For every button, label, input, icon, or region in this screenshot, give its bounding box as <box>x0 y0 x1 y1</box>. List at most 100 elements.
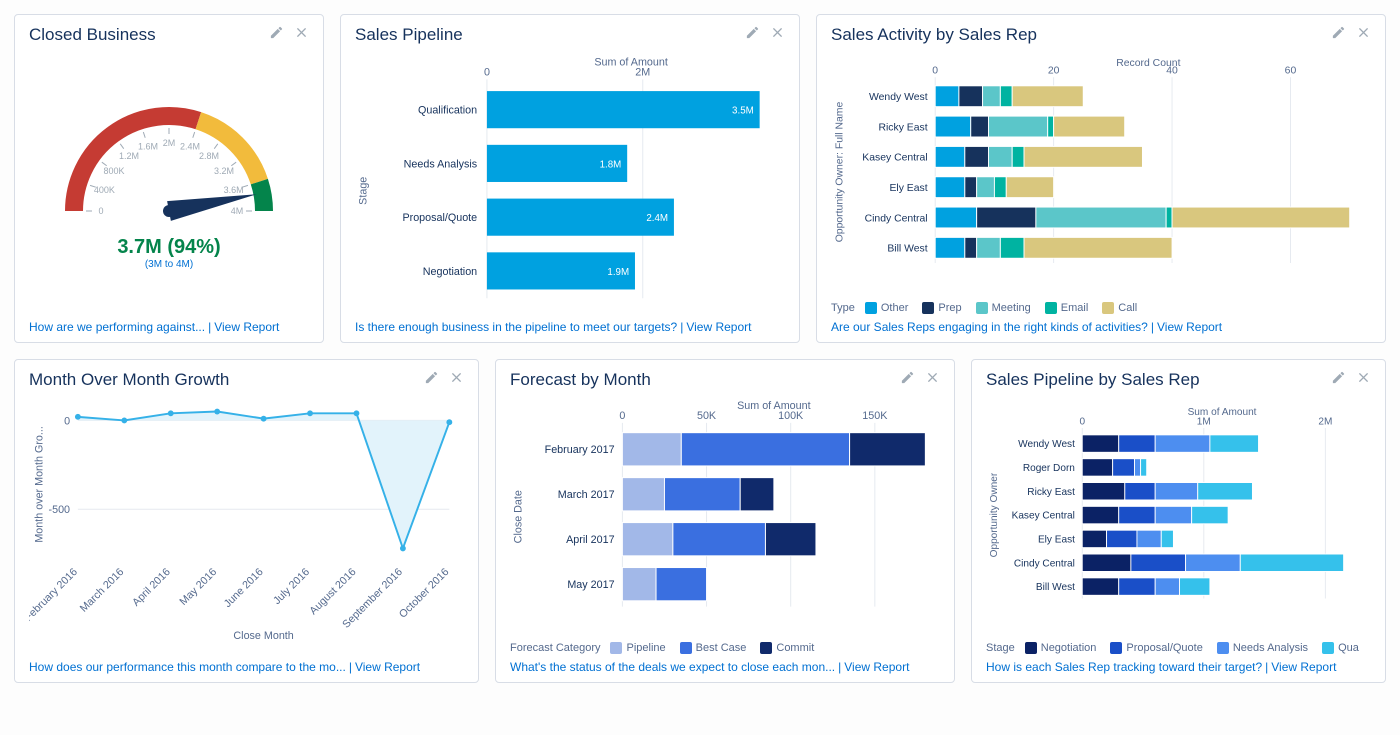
footer-question[interactable]: Are our Sales Reps engaging in the right… <box>831 320 1148 334</box>
svg-text:Kasey Central: Kasey Central <box>862 153 927 164</box>
legend: TypeOtherPrepMeetingEmailCall <box>831 302 1371 314</box>
view-report-link[interactable]: View Report <box>686 320 751 334</box>
close-icon[interactable] <box>1356 25 1371 43</box>
svg-text:Negotiation: Negotiation <box>423 266 477 278</box>
card-closed-business: Closed Business 0400K800K1.2M1.6M2M2.4M2… <box>14 14 324 343</box>
svg-text:Stage: Stage <box>358 177 370 205</box>
close-icon[interactable] <box>294 25 309 43</box>
svg-text:-500: -500 <box>49 504 71 516</box>
svg-text:Ely East: Ely East <box>889 183 927 194</box>
svg-text:0: 0 <box>619 410 625 422</box>
svg-text:1.6M: 1.6M <box>138 141 158 151</box>
svg-text:40: 40 <box>1166 66 1178 77</box>
svg-text:Cindy Central: Cindy Central <box>1014 558 1075 569</box>
svg-text:3.2M: 3.2M <box>214 166 234 176</box>
svg-text:Opportunity Owner: Full Name: Opportunity Owner: Full Name <box>834 102 845 243</box>
footer-question[interactable]: How are we performing against... <box>29 320 205 334</box>
dashboard-row-1: Closed Business 0400K800K1.2M1.6M2M2.4M2… <box>14 14 1386 343</box>
card-title: Sales Pipeline <box>355 25 463 45</box>
card-title: Sales Activity by Sales Rep <box>831 25 1037 45</box>
svg-text:Wendy West: Wendy West <box>869 92 928 103</box>
edit-icon[interactable] <box>1331 370 1346 388</box>
svg-text:(3M to 4M): (3M to 4M) <box>145 259 193 270</box>
svg-text:100K: 100K <box>778 410 804 422</box>
stacked-bar-chart: Sum of Amount050K100K150KClose DateFebru… <box>510 396 940 642</box>
svg-text:150K: 150K <box>862 410 888 422</box>
footer-question[interactable]: What's the status of the deals we expect… <box>510 660 835 674</box>
edit-icon[interactable] <box>424 370 439 388</box>
svg-text:May 2016: May 2016 <box>177 566 219 608</box>
card-title: Forecast by Month <box>510 370 651 390</box>
footer-question[interactable]: How does our performance this month comp… <box>29 660 346 674</box>
svg-text:0: 0 <box>98 206 103 216</box>
svg-text:20: 20 <box>1048 66 1060 77</box>
close-icon[interactable] <box>1356 370 1371 388</box>
svg-text:October 2016: October 2016 <box>397 566 452 621</box>
edit-icon[interactable] <box>900 370 915 388</box>
svg-text:1.8M: 1.8M <box>600 159 622 170</box>
svg-text:3.5M: 3.5M <box>732 106 754 117</box>
edit-icon[interactable] <box>1331 25 1346 43</box>
svg-text:Cindy Central: Cindy Central <box>865 213 928 224</box>
svg-text:Month over Month Gro...: Month over Month Gro... <box>34 426 46 543</box>
svg-text:800K: 800K <box>103 166 124 176</box>
view-report-link[interactable]: View Report <box>1157 320 1222 334</box>
svg-text:2M: 2M <box>635 66 650 78</box>
svg-text:2.4M: 2.4M <box>180 141 200 151</box>
view-report-link[interactable]: View Report <box>355 660 420 674</box>
svg-text:4M: 4M <box>231 206 244 216</box>
card-sales-activity: Sales Activity by Sales Rep Record Count… <box>816 14 1386 343</box>
svg-text:1M: 1M <box>1197 416 1211 427</box>
svg-text:Roger Dorn: Roger Dorn <box>1023 463 1075 474</box>
line-chart: 0-500Month over Month Gro...February 201… <box>29 396 464 654</box>
svg-text:Bill West: Bill West <box>887 244 927 255</box>
svg-text:2.8M: 2.8M <box>199 151 219 161</box>
close-icon[interactable] <box>925 370 940 388</box>
svg-text:0: 0 <box>932 66 938 77</box>
view-report-link[interactable]: View Report <box>1271 660 1336 674</box>
svg-text:2M: 2M <box>163 138 176 148</box>
svg-text:April 2016: April 2016 <box>130 566 173 609</box>
card-pipeline-by-rep: Sales Pipeline by Sales Rep Sum of Amoun… <box>971 359 1386 683</box>
close-icon[interactable] <box>770 25 785 43</box>
svg-text:1.2M: 1.2M <box>119 151 139 161</box>
svg-text:Ricky East: Ricky East <box>878 122 927 133</box>
svg-text:Proposal/Quote: Proposal/Quote <box>402 212 477 224</box>
footer-question[interactable]: Is there enough business in the pipeline… <box>355 320 677 334</box>
svg-text:0: 0 <box>1079 416 1085 427</box>
svg-text:Needs Analysis: Needs Analysis <box>404 158 478 170</box>
svg-text:2.4M: 2.4M <box>646 213 668 224</box>
card-title: Month Over Month Growth <box>29 370 229 390</box>
svg-text:Bill West: Bill West <box>1036 582 1075 593</box>
card-sales-pipeline: Sales Pipeline Sum of Amount02MStageQual… <box>340 14 800 343</box>
bar-chart: Sum of Amount02MStageQualification3.5MNe… <box>355 51 785 314</box>
dashboard-row-2: Month Over Month Growth 0-500Month over … <box>14 359 1386 683</box>
card-forecast: Forecast by Month Sum of Amount050K100K1… <box>495 359 955 683</box>
svg-text:Close Date: Close Date <box>513 490 525 543</box>
svg-text:May 2017: May 2017 <box>567 579 614 591</box>
stacked-bar-chart: Record Count0204060Opportunity Owner: Fu… <box>831 51 1371 302</box>
svg-text:50K: 50K <box>697 410 717 422</box>
stacked-bar-chart: Sum of Amount01M2MOpportunity OwnerWendy… <box>986 396 1371 642</box>
svg-text:March 2017: March 2017 <box>558 489 615 501</box>
close-icon[interactable] <box>449 370 464 388</box>
svg-text:Close Month: Close Month <box>233 630 293 642</box>
view-report-link[interactable]: View Report <box>214 320 279 334</box>
svg-text:Ely East: Ely East <box>1038 535 1075 546</box>
svg-text:0: 0 <box>484 66 490 78</box>
edit-icon[interactable] <box>269 25 284 43</box>
footer-question[interactable]: How is each Sales Rep tracking toward th… <box>986 660 1262 674</box>
svg-text:Kasey Central: Kasey Central <box>1012 511 1075 522</box>
card-title: Sales Pipeline by Sales Rep <box>986 370 1200 390</box>
svg-text:1.9M: 1.9M <box>607 267 629 278</box>
edit-icon[interactable] <box>745 25 760 43</box>
svg-text:August 2016: August 2016 <box>307 566 358 617</box>
view-report-link[interactable]: View Report <box>844 660 909 674</box>
legend: StageNegotiationProposal/QuoteNeeds Anal… <box>986 642 1371 654</box>
card-title: Closed Business <box>29 25 156 45</box>
svg-text:July 2016: July 2016 <box>271 566 312 607</box>
svg-text:Wendy West: Wendy West <box>1018 439 1075 450</box>
svg-text:60: 60 <box>1285 66 1297 77</box>
gauge-chart: 0400K800K1.2M1.6M2M2.4M2.8M3.2M3.6M4M3.7… <box>29 51 309 314</box>
card-mom-growth: Month Over Month Growth 0-500Month over … <box>14 359 479 683</box>
